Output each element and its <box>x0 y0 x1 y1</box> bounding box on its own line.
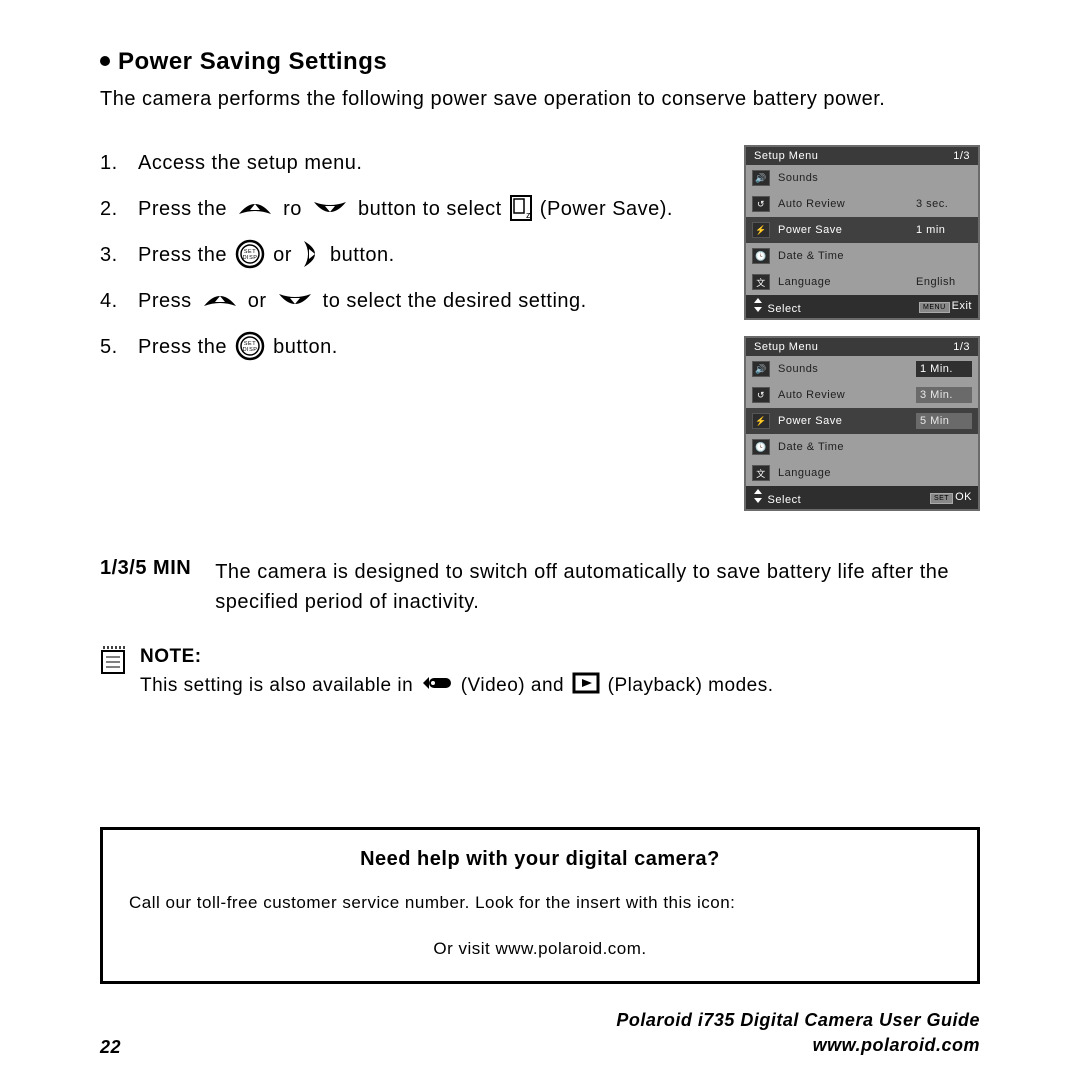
guide-title: Polaroid i735 Digital Camera User Guide <box>616 1008 980 1033</box>
help-box: Need help with your digital camera? Call… <box>100 827 980 984</box>
up-button-icon <box>200 290 240 310</box>
down-button-icon <box>275 290 315 310</box>
step-4: Press or to select the desired setting. <box>138 283 716 319</box>
help-line: Call our toll-free customer service numb… <box>123 893 957 913</box>
help-question: Need help with your digital camera? <box>123 848 957 871</box>
desc-text: The camera is designed to switch off aut… <box>215 557 980 617</box>
heading-text: Power Saving Settings <box>118 48 387 75</box>
intro-text: The camera performs the following power … <box>100 84 980 115</box>
set-disp-button-icon: SETDISP <box>235 331 265 361</box>
screen-2: Setup Menu1/3🔊Sounds1 Min.↺Auto Review3 … <box>744 336 980 511</box>
playback-mode-icon <box>572 672 600 694</box>
step-3: Press the SETDISP or button. <box>138 237 716 273</box>
help-visit: Or visit www.polaroid.com. <box>123 939 957 959</box>
down-button-icon <box>310 198 350 218</box>
guide-url: www.polaroid.com <box>616 1033 980 1058</box>
step-2: Press the ro button to select z (Power S… <box>138 191 716 227</box>
power-save-menu-icon: z <box>510 195 532 221</box>
step-1: Access the setup menu. <box>138 145 716 181</box>
notepad-icon <box>100 645 126 675</box>
video-mode-icon <box>421 673 453 693</box>
note-block: NOTE: This setting is also available in … <box>100 643 980 700</box>
svg-text:DISP: DISP <box>243 347 258 353</box>
set-disp-button-icon: SETDISP <box>235 239 265 269</box>
step-5: Press the SETDISP button. <box>138 329 716 365</box>
page-number: 22 <box>100 1037 121 1058</box>
note-title: NOTE: <box>140 646 202 667</box>
section-heading: Power Saving Settings <box>100 48 980 76</box>
setting-description: 1/3/5 MIN The camera is designed to swit… <box>100 557 980 617</box>
page-footer: 22 Polaroid i735 Digital Camera User Gui… <box>100 1008 980 1058</box>
screen-1: Setup Menu1/3🔊Sounds↺Auto Review3 sec.⚡P… <box>744 145 980 320</box>
right-button-icon <box>300 237 322 271</box>
svg-text:DISP: DISP <box>243 255 258 261</box>
svg-text:z: z <box>526 210 531 220</box>
screen-examples: Setup Menu1/3🔊Sounds↺Auto Review3 sec.⚡P… <box>744 145 980 527</box>
bullet-icon <box>100 56 110 66</box>
note-body: NOTE: This setting is also available in … <box>140 643 774 700</box>
up-button-icon <box>235 198 275 218</box>
steps-list: Access the setup menu. Press the ro butt… <box>100 145 716 527</box>
desc-label: 1/3/5 MIN <box>100 557 191 617</box>
